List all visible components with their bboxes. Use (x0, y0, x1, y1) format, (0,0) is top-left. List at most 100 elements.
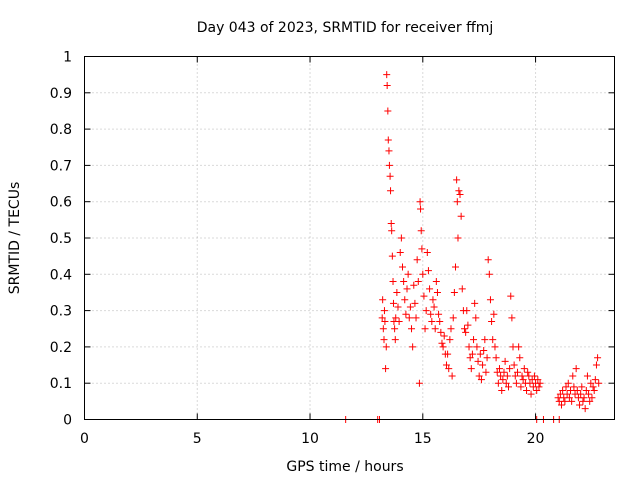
data-point (570, 383, 578, 391)
data-point (436, 317, 444, 325)
y-tick-label: 0.8 (50, 122, 72, 138)
x-tick-label: 10 (301, 431, 319, 447)
data-point (588, 394, 596, 402)
data-point (493, 368, 501, 376)
y-tick-labels: 0 0.1 0.2 0.3 0.4 0.5 0.6 0.7 0.8 0.9 1 (50, 50, 72, 429)
data-point (409, 343, 417, 351)
y-axis-label: SRMTID / TECUs (7, 182, 23, 295)
data-point (427, 310, 435, 318)
data-point (511, 372, 519, 380)
data-point (505, 383, 512, 391)
data-point (396, 249, 404, 257)
data-point (431, 325, 439, 333)
data-point (482, 368, 490, 376)
data-point (416, 198, 424, 206)
data-point (464, 321, 472, 329)
data-point (388, 252, 396, 260)
data-point (472, 314, 480, 322)
data-point (456, 190, 464, 198)
data-point (417, 205, 425, 213)
data-point (422, 307, 430, 315)
data-point (462, 328, 470, 336)
data-point (467, 365, 475, 373)
data-point (419, 270, 427, 278)
data-point (382, 343, 390, 351)
data-point (438, 339, 446, 347)
data-point (404, 270, 412, 278)
data-point (517, 383, 525, 391)
data-point (514, 368, 522, 376)
data-point (403, 285, 411, 293)
data-point (381, 317, 389, 325)
data-point (446, 336, 454, 344)
data-point (592, 361, 600, 369)
data-point (480, 347, 488, 355)
data-point (561, 397, 569, 405)
data-point (520, 365, 528, 373)
data-point (405, 314, 413, 322)
data-point (488, 317, 496, 325)
data-point (383, 82, 391, 90)
data-point (497, 372, 505, 380)
data-point (429, 296, 437, 304)
chart-title: Day 043 of 2023, SRMTID for receiver ffm… (197, 20, 494, 36)
data-point (379, 296, 387, 304)
data-point (454, 234, 462, 242)
data-point (455, 187, 463, 195)
data-point (567, 386, 575, 394)
y-tick-label: 0.5 (50, 231, 72, 247)
data-point (413, 256, 421, 264)
y-tick-label: 0.2 (50, 340, 72, 356)
data-point (568, 397, 576, 405)
data-point (556, 390, 564, 398)
data-point (476, 350, 484, 358)
data-point (489, 336, 497, 344)
data-point (435, 310, 443, 318)
data-point (559, 386, 567, 394)
data-point (424, 267, 432, 275)
data-point (512, 379, 520, 387)
data-point (523, 386, 531, 394)
x-tick-label: 20 (527, 431, 545, 447)
data-point (426, 285, 434, 293)
data-point (393, 288, 401, 296)
data-point (432, 278, 440, 286)
data-point (453, 176, 461, 184)
data-point (569, 372, 577, 380)
x-tick-label: 5 (193, 431, 202, 447)
data-point (411, 299, 419, 307)
data-point (501, 357, 509, 365)
x-tick-label: 15 (414, 431, 432, 447)
data-point (562, 383, 570, 391)
data-point (535, 383, 543, 391)
data-point (494, 379, 502, 387)
data-point (453, 198, 461, 206)
data-point (379, 325, 387, 333)
y-tick-label: 0.9 (50, 86, 72, 102)
data-point (412, 314, 420, 322)
data-point (508, 314, 516, 322)
data-point (394, 303, 402, 311)
data-point (399, 263, 406, 271)
data-point (558, 401, 565, 409)
data-point (382, 365, 390, 373)
data-point (474, 357, 482, 365)
data-point (519, 376, 527, 384)
data-point (386, 172, 394, 180)
data-point (389, 299, 397, 307)
plot-frame (84, 56, 615, 420)
data-point (586, 397, 594, 405)
data-point (594, 354, 602, 362)
data-point (573, 386, 581, 394)
data-point (483, 354, 491, 362)
data-point (387, 187, 395, 195)
data-point (473, 343, 481, 351)
data-point (385, 147, 393, 155)
data-point (395, 317, 403, 325)
data-point (389, 278, 397, 286)
data-point (449, 314, 457, 322)
data-point (383, 71, 391, 79)
data-point (448, 372, 456, 380)
data-point (533, 386, 541, 394)
